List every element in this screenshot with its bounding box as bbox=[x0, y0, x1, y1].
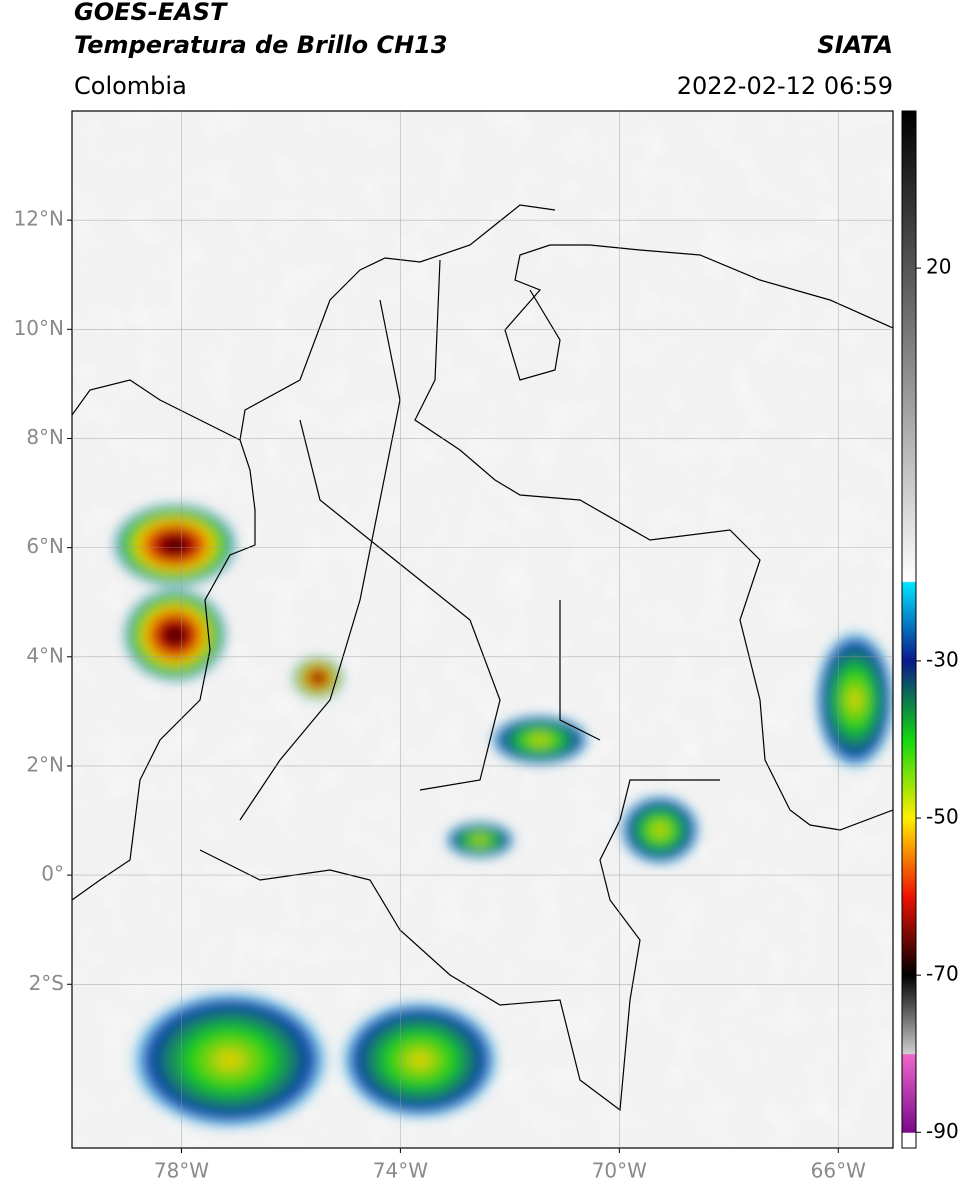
colorbar-tick-label: -30 bbox=[926, 647, 959, 671]
source: SIATA bbox=[817, 31, 893, 59]
colorbar-tick-label: -70 bbox=[926, 962, 959, 986]
title: GOES-EAST bbox=[74, 0, 228, 26]
lat-tick-label: 4°N bbox=[26, 643, 64, 667]
lat-tick-label: 8°N bbox=[26, 425, 64, 449]
lon-tick-label: 66°W bbox=[811, 1159, 866, 1183]
lat-tick-label: 6°N bbox=[26, 534, 64, 558]
colorbar-tick-label: 20 bbox=[926, 255, 951, 279]
map-frame bbox=[71, 110, 894, 1149]
colorbar-tick-label: -50 bbox=[926, 805, 959, 829]
lat-tick-label: 2°S bbox=[29, 971, 64, 995]
satellite-image bbox=[72, 111, 893, 1148]
datetime: 2022-02-12 06:59 bbox=[677, 72, 893, 100]
lat-tick-label: 2°N bbox=[26, 752, 64, 776]
subtitle: Temperatura de Brillo CH13 bbox=[74, 31, 448, 59]
lat-tick-label: 10°N bbox=[14, 316, 64, 340]
lat-tick-label: 0° bbox=[41, 862, 64, 886]
region: Colombia bbox=[74, 72, 187, 100]
lon-tick-label: 78°W bbox=[154, 1159, 209, 1183]
lat-tick-label: 12°N bbox=[14, 207, 64, 231]
lon-tick-label: 70°W bbox=[592, 1159, 647, 1183]
storms bbox=[115, 505, 893, 1130]
lon-tick-label: 74°W bbox=[373, 1159, 428, 1183]
borders bbox=[72, 204, 893, 1112]
colorbar-tick-label: -90 bbox=[926, 1119, 959, 1143]
colorbar bbox=[901, 110, 917, 1149]
